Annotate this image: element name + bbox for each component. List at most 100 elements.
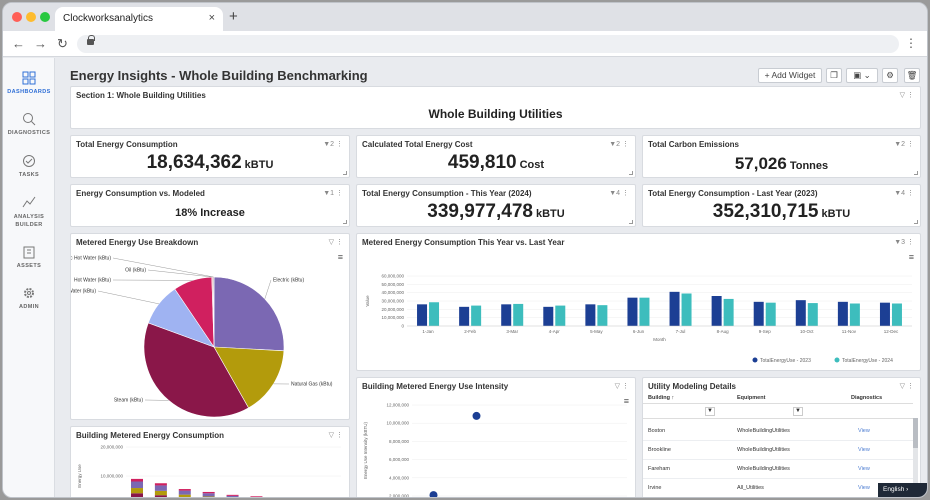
column-header-diagnostics[interactable]: Diagnostics [851,395,883,401]
browser-menu-icon[interactable]: ⋮ [905,36,917,50]
building-filter-icon[interactable]: ▼ [705,407,715,416]
bar-chart: 0 10,000,000 20,000,000 30,000,000 40,000,00… [365,274,912,364]
chart-menu-icon[interactable]: ≡ [337,252,343,262]
bar [555,305,566,326]
y-tick-label: 0 [401,324,404,329]
bar [723,298,734,326]
view-link[interactable]: View [858,428,870,434]
resize-handle[interactable] [914,220,918,224]
table-row[interactable]: Boston WholeBuildingUtilities View [643,422,913,441]
filter-icon[interactable]: ▼4 ⋮ [609,190,629,197]
filter-count: 2 [616,141,621,148]
x-tick-label: 2-Feb [464,329,476,334]
bar [879,302,890,326]
browser-tab[interactable]: Clockworksanalytics × [55,7,223,31]
view-link[interactable]: View [858,466,870,472]
section-title: Section 1: Whole Building Utilities [76,91,206,100]
maximize-window-dot[interactable] [40,12,50,22]
stacked-bar-segment [202,496,215,497]
stacked-chart-card: Building Metered Energy Consumption ▽ ⋮ … [70,426,350,497]
close-tab-icon[interactable]: × [208,12,215,24]
x-tick-label: 5-May [590,329,603,334]
bar [585,304,596,326]
filter-icon[interactable]: ▽ ⋮ [328,239,343,246]
filter-icon[interactable]: ▽ ⋮ [614,383,629,390]
filter-icon[interactable]: ▼1 ⋮ [323,190,343,197]
view-link[interactable]: View [858,485,870,491]
trash-icon[interactable]: 🗑 [904,68,920,83]
copy-icon[interactable]: ❐ [826,68,842,83]
add-widget-button[interactable]: + Add Widget [758,68,822,83]
y-tick-label: 20,000,000 [381,307,404,312]
new-tab-icon[interactable]: + [229,8,238,25]
pie-chart: Electric (kBtu) Natural Gas (kBtu) Steam (… [71,256,333,418]
back-icon[interactable]: ← [12,36,25,51]
filter-count: 3 [901,239,906,246]
sidebar-item-analysis-builder[interactable]: ANALYSIS BUILDER [3,195,55,229]
filter-icon[interactable]: ▼4 ⋮ [894,190,914,197]
resize-handle[interactable] [629,171,633,175]
stacked-bar-segment [178,489,191,491]
view-link[interactable]: View [858,447,870,453]
settings-icon[interactable]: ⚙ [882,68,898,83]
table-row[interactable]: Brookline WholeBuildingUtilities View [643,441,913,460]
sidebar-item-tasks[interactable]: TASKS [3,154,55,178]
sidebar-item-diagnostics[interactable]: DIAGNOSTICS [3,112,55,136]
url-field[interactable] [77,35,899,53]
tab-bar: Clockworksanalytics × + [3,3,927,31]
stacked-bar-segment [154,495,167,497]
sidebar-item-admin[interactable]: ADMIN [3,286,55,310]
stacked-bar-segment [131,478,143,482]
bar-chart-card: Metered Energy Consumption This Year vs.… [356,233,921,371]
language-selector[interactable]: English › [878,483,927,497]
equipment-filter-icon[interactable]: ▼ [793,407,803,416]
cell-equipment: WholeBuildingUtilities [737,466,790,472]
cell-building: Boston [648,428,666,434]
cell-building: Irvine [648,485,662,491]
bar [849,303,860,326]
column-header-equipment[interactable]: Equipment [737,395,766,401]
forward-icon[interactable]: → [34,36,47,51]
chart-menu-icon[interactable]: ≡ [908,252,914,262]
resize-handle[interactable] [343,220,347,224]
table-scrollbar[interactable] [913,418,918,497]
filter-icon[interactable]: ▼2 ⋮ [894,141,914,148]
pie-label: Electric (kBtu) [273,278,304,284]
stacked-bar-segment [226,494,239,496]
kpi-value: 352,310,715 [712,201,819,222]
legend-label: TotalEnergyUse - 2023 [760,358,811,364]
kpi-card: Total Energy Consumption ▼2 ⋮ 18,634,362… [70,135,350,178]
stacked-bar-segment [202,493,215,497]
pie-slice [213,346,285,409]
save-dropdown-button[interactable]: ▣ ⌄ [846,68,878,83]
cell-building: Brookline [648,447,671,453]
resize-handle[interactable] [914,171,918,175]
filter-icon[interactable]: ▽ ⋮ [899,92,914,99]
filter-icon[interactable]: ▽ ⋮ [328,432,343,439]
filter-icon[interactable]: ▽ ⋮ [899,383,914,390]
reload-icon[interactable]: ↻ [57,36,68,51]
close-window-dot[interactable] [12,12,22,22]
filter-icon[interactable]: ▼3 ⋮ [894,239,914,246]
minimize-window-dot[interactable] [26,12,36,22]
chart-menu-icon[interactable]: ≡ [623,396,629,406]
y-tick-label: 40,000,000 [381,290,404,295]
resize-handle[interactable] [629,220,633,224]
pie-label: Steam (kBtu) [114,398,144,404]
table-row[interactable]: Fareham WholeBuildingUtilities View [643,460,913,479]
chart-title: Building Metered Energy Consumption [76,431,225,440]
kpi-unit: Tonnes [789,160,829,172]
table-row[interactable]: Irvine All_Utilities View [643,479,913,497]
pie-label: Oil (kBtu) [125,268,146,274]
lock-icon [87,35,95,45]
bar [891,303,902,326]
bar [753,301,764,326]
filter-icon[interactable]: ▼2 ⋮ [609,141,629,148]
column-header-building[interactable]: Building ↑ [648,395,675,401]
sidebar-item-assets[interactable]: ASSETS [3,245,55,269]
bar [681,293,692,326]
filter-icon[interactable]: ▼2 ⋮ [323,141,343,148]
sidebar-item-dashboards[interactable]: DASHBOARDS [3,71,55,95]
resize-handle[interactable] [343,171,347,175]
